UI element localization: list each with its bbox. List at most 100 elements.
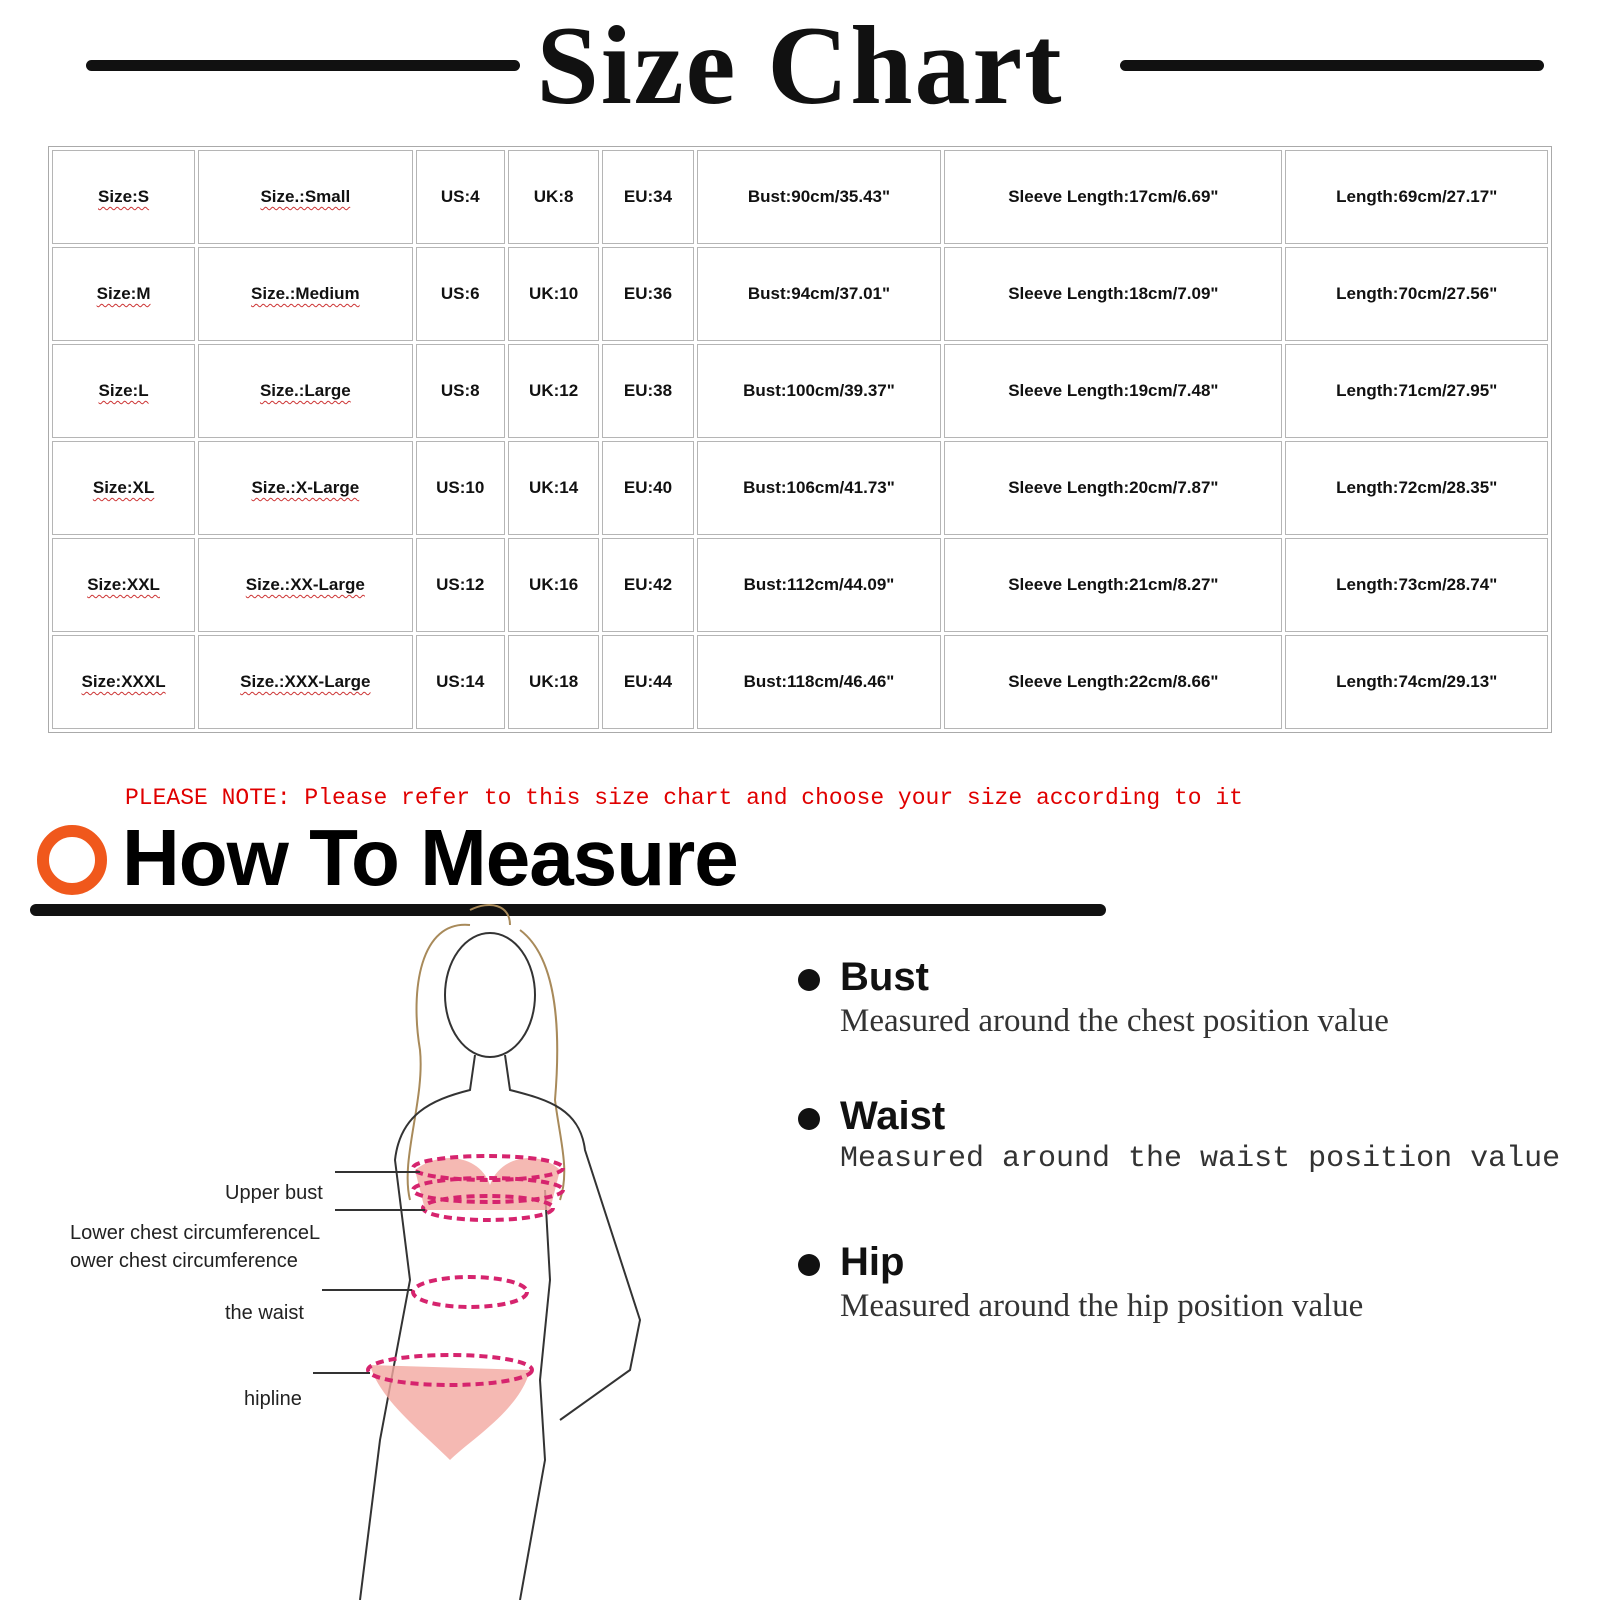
table-cell: Sleeve Length:21cm/8.27"	[944, 538, 1283, 632]
table-cell: Size.:Medium	[198, 247, 413, 341]
table-cell: Size:XXL	[52, 538, 196, 632]
cell-text: UK:12	[529, 381, 579, 400]
table-cell: Size.:Large	[198, 344, 413, 438]
table-row: Size:XXXL Size.:XXX-Large US:14 UK:18 EU:44 B…	[52, 635, 1548, 729]
table-cell: Length:73cm/28.74"	[1285, 538, 1548, 632]
cell-text: UK:10	[529, 284, 579, 303]
title-rule-left	[86, 60, 520, 71]
cell-text: Size.:X-Large	[251, 478, 360, 497]
cell-text: US:4	[440, 187, 480, 206]
table-cell: Bust:118cm/46.46"	[696, 635, 942, 729]
table-cell: Length:72cm/28.35"	[1285, 441, 1548, 535]
bullet-icon	[798, 1108, 820, 1130]
cell-text: US:8	[440, 381, 480, 400]
cell-text: US:14	[436, 672, 485, 691]
measure-title: Hip	[840, 1240, 905, 1284]
table-cell: Bust:112cm/44.09"	[696, 538, 942, 632]
table-cell: Size:XXXL	[52, 635, 196, 729]
table-cell: UK:10	[507, 247, 600, 341]
table-cell: EU:42	[602, 538, 694, 632]
cell-text: Size:M	[96, 284, 151, 303]
cell-text: UK:14	[529, 478, 579, 497]
table-row: Size:XL Size.:X-Large US:10 UK:14 EU:40 Bust:…	[52, 441, 1548, 535]
table-cell: UK:8	[507, 150, 600, 244]
cell-text: Length:69cm/27.17"	[1336, 187, 1498, 206]
cell-text: Size:L	[98, 381, 149, 400]
cell-text: EU:38	[623, 381, 673, 400]
size-note: PLEASE NOTE: Please refer to this size c…	[125, 785, 1243, 811]
cell-text: US:10	[436, 478, 485, 497]
cell-text: Size:XXXL	[81, 672, 166, 691]
table-cell: EU:38	[602, 344, 694, 438]
cell-text: Size.:XX-Large	[245, 575, 365, 594]
table-cell: EU:34	[602, 150, 694, 244]
cell-text: Length:73cm/28.74"	[1336, 575, 1498, 594]
table-cell: Sleeve Length:20cm/7.87"	[944, 441, 1283, 535]
table-cell: Size.:XX-Large	[198, 538, 413, 632]
size-table: Size:S Size.:Small US:4 UK:8 EU:34 Bust:90cm/…	[48, 146, 1552, 733]
cell-text: EU:40	[623, 478, 673, 497]
cell-text: Length:72cm/28.35"	[1336, 478, 1498, 497]
table-row: Size:L Size.:Large US:8 UK:12 EU:38 Bust:100c…	[52, 344, 1548, 438]
cell-text: Bust:90cm/35.43"	[747, 187, 891, 206]
cell-text: Size:XL	[92, 478, 155, 497]
table-cell: Size.:Small	[198, 150, 413, 244]
table-cell: Length:74cm/29.13"	[1285, 635, 1548, 729]
cell-text: Length:71cm/27.95"	[1336, 381, 1498, 400]
cell-text: Sleeve Length:21cm/8.27"	[1008, 575, 1219, 594]
cell-text: Size:S	[98, 187, 150, 206]
table-cell: US:12	[415, 538, 505, 632]
table-cell: Bust:90cm/35.43"	[696, 150, 942, 244]
table-cell: Size.:X-Large	[198, 441, 413, 535]
cell-text: Sleeve Length:19cm/7.48"	[1008, 381, 1219, 400]
table-cell: EU:44	[602, 635, 694, 729]
table-cell: US:10	[415, 441, 505, 535]
cell-text: EU:36	[623, 284, 673, 303]
cell-text: Sleeve Length:20cm/7.87"	[1008, 478, 1219, 497]
cell-text: EU:44	[623, 672, 673, 691]
table-cell: Length:69cm/27.17"	[1285, 150, 1548, 244]
cell-text: Length:70cm/27.56"	[1336, 284, 1498, 303]
table-cell: Bust:106cm/41.73"	[696, 441, 942, 535]
table-cell: Length:70cm/27.56"	[1285, 247, 1548, 341]
cell-text: Bust:118cm/46.46"	[743, 672, 895, 691]
cell-text: EU:42	[623, 575, 673, 594]
label-waist: the waist	[225, 1302, 304, 1324]
table-cell: UK:12	[507, 344, 600, 438]
measure-desc: Measured around the chest position value	[840, 1003, 1389, 1039]
table-cell: Length:71cm/27.95"	[1285, 344, 1548, 438]
table-cell: Size:XL	[52, 441, 196, 535]
how-to-measure-heading: How To Measure	[122, 813, 739, 902]
measure-title: Waist	[840, 1094, 946, 1138]
cell-text: Bust:112cm/44.09"	[743, 575, 895, 594]
table-row: Size:S Size.:Small US:4 UK:8 EU:34 Bust:90cm/…	[52, 150, 1548, 244]
table-cell: UK:16	[507, 538, 600, 632]
cell-text: Size.:Medium	[251, 284, 360, 303]
table-cell: Size.:XXX-Large	[198, 635, 413, 729]
measure-desc: Measured around the hip position value	[840, 1288, 1364, 1324]
table-cell: UK:18	[507, 635, 600, 729]
bullet-icon	[798, 969, 820, 991]
measure-title: Bust	[840, 955, 929, 999]
table-cell: Sleeve Length:18cm/7.09"	[944, 247, 1283, 341]
label-lower-chest-wrap: ower chest circumference	[70, 1250, 298, 1272]
cell-text: Sleeve Length:22cm/8.66"	[1008, 672, 1219, 691]
cell-text: Bust:94cm/37.01"	[747, 284, 891, 303]
cell-text: Length:74cm/29.13"	[1336, 672, 1498, 691]
table-cell: US:4	[415, 150, 505, 244]
page-title: Size Chart	[536, 4, 1064, 128]
heading-underline	[30, 904, 1106, 916]
table-cell: Sleeve Length:22cm/8.66"	[944, 635, 1283, 729]
label-lower-chest: Lower chest circumferenceL	[70, 1222, 321, 1244]
measure-desc: Measured around the waist position value	[840, 1142, 1561, 1176]
cell-text: Bust:106cm/41.73"	[743, 478, 895, 497]
circle-icon	[37, 825, 107, 895]
cell-text: Size.:XXX-Large	[240, 672, 371, 691]
cell-text: UK:16	[529, 575, 579, 594]
measurement-figure-illustration	[313, 904, 642, 1600]
bullet-icon	[798, 1254, 820, 1276]
table-cell: Size:L	[52, 344, 196, 438]
cell-text: UK:8	[533, 187, 574, 206]
table-cell: Size:S	[52, 150, 196, 244]
table-cell: UK:14	[507, 441, 600, 535]
